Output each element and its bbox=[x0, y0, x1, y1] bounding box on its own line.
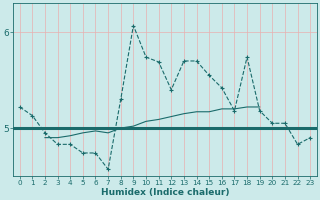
X-axis label: Humidex (Indice chaleur): Humidex (Indice chaleur) bbox=[101, 188, 229, 197]
